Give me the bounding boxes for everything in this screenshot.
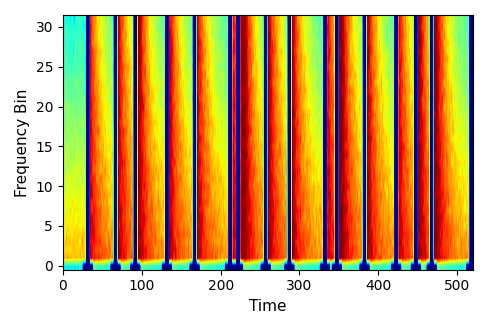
X-axis label: Time: Time bbox=[249, 299, 287, 314]
Y-axis label: Frequency Bin: Frequency Bin bbox=[15, 88, 30, 196]
